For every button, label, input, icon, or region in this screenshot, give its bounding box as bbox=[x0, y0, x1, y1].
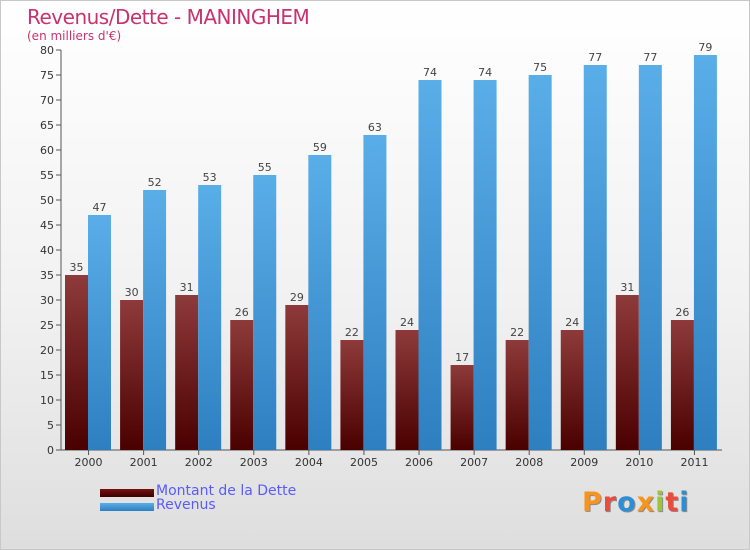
data-label-revenue: 77 bbox=[643, 51, 657, 64]
y-tick-label: 0 bbox=[47, 444, 54, 457]
bar-debt bbox=[65, 275, 88, 450]
x-tick-label: 2004 bbox=[295, 456, 323, 469]
bar-revenue bbox=[693, 55, 717, 450]
x-tick-label: 2010 bbox=[625, 456, 653, 469]
x-tick-label: 2002 bbox=[185, 456, 213, 469]
proxiti-logo: Proxiti bbox=[582, 487, 690, 518]
data-label-revenue: 74 bbox=[423, 66, 437, 79]
y-tick-label: 10 bbox=[40, 394, 54, 407]
x-tick-label: 2000 bbox=[75, 456, 103, 469]
bar-debt bbox=[340, 340, 364, 450]
x-tick-label: 2001 bbox=[130, 456, 158, 469]
data-label-revenue: 53 bbox=[203, 171, 217, 184]
y-tick-label: 35 bbox=[40, 269, 54, 282]
bar-revenue bbox=[363, 135, 387, 450]
y-tick-label: 60 bbox=[40, 144, 54, 157]
data-label-revenue: 77 bbox=[588, 51, 602, 64]
y-tick-label: 70 bbox=[40, 94, 54, 107]
y-tick-label: 55 bbox=[40, 169, 54, 182]
bar-revenue bbox=[143, 190, 167, 450]
x-tick-label: 2005 bbox=[350, 456, 378, 469]
bar-debt bbox=[505, 340, 529, 450]
data-label-revenue: 52 bbox=[148, 176, 162, 189]
bar-revenue bbox=[308, 155, 332, 450]
chart-title: Revenus/Dette - MANINGHEM bbox=[27, 5, 310, 29]
bar-revenue bbox=[583, 65, 607, 450]
data-label-revenue: 74 bbox=[478, 66, 492, 79]
data-label-debt: 31 bbox=[620, 281, 634, 294]
x-tick-label: 2003 bbox=[240, 456, 268, 469]
y-tick-label: 30 bbox=[40, 294, 54, 307]
y-tick-label: 80 bbox=[40, 44, 54, 57]
legend-swatch-revenue bbox=[100, 503, 154, 511]
y-tick-label: 65 bbox=[40, 119, 54, 132]
y-tick-label: 75 bbox=[40, 69, 54, 82]
data-label-debt: 26 bbox=[235, 306, 249, 319]
data-label-revenue: 79 bbox=[698, 41, 712, 54]
bar-debt bbox=[285, 305, 309, 450]
bar-debt bbox=[230, 320, 254, 450]
bar-revenue bbox=[88, 215, 111, 450]
bar-debt bbox=[450, 365, 474, 450]
data-label-debt: 35 bbox=[70, 261, 84, 274]
bar-revenue bbox=[528, 75, 552, 450]
legend-label-revenue: Revenus bbox=[156, 497, 216, 513]
y-tick-label: 15 bbox=[40, 369, 54, 382]
y-tick-label: 50 bbox=[40, 194, 54, 207]
bar-debt bbox=[670, 320, 694, 450]
bar-revenue bbox=[253, 175, 277, 450]
data-label-debt: 26 bbox=[675, 306, 689, 319]
y-tick-label: 20 bbox=[40, 344, 54, 357]
data-label-debt: 22 bbox=[510, 326, 524, 339]
x-tick-label: 2011 bbox=[680, 456, 708, 469]
bar-debt bbox=[615, 295, 639, 450]
y-tick-label: 5 bbox=[47, 419, 54, 432]
legend-label-debt: Montant de la Dette bbox=[156, 483, 297, 499]
data-label-revenue: 47 bbox=[93, 201, 107, 214]
x-tick-label: 2006 bbox=[405, 456, 433, 469]
data-label-revenue: 59 bbox=[313, 141, 327, 154]
bar-debt bbox=[120, 300, 144, 450]
bar-revenue bbox=[198, 185, 222, 450]
data-label-debt: 29 bbox=[290, 291, 304, 304]
data-label-revenue: 75 bbox=[533, 61, 547, 74]
legend-swatch-debt bbox=[100, 489, 154, 497]
data-label-revenue: 63 bbox=[368, 121, 382, 134]
x-tick-label: 2007 bbox=[460, 456, 488, 469]
data-label-debt: 24 bbox=[565, 316, 579, 329]
chart-subtitle: (en milliers d'€) bbox=[27, 29, 122, 43]
data-label-revenue: 55 bbox=[258, 161, 272, 174]
y-tick-label: 25 bbox=[40, 319, 54, 332]
data-label-debt: 24 bbox=[400, 316, 414, 329]
bar-revenue bbox=[638, 65, 662, 450]
data-label-debt: 22 bbox=[345, 326, 359, 339]
bar-debt bbox=[175, 295, 199, 450]
data-label-debt: 17 bbox=[455, 351, 469, 364]
y-tick-label: 40 bbox=[40, 244, 54, 257]
data-label-debt: 31 bbox=[180, 281, 194, 294]
bar-revenue bbox=[473, 80, 497, 450]
x-tick-label: 2008 bbox=[515, 456, 543, 469]
x-tick-label: 2009 bbox=[570, 456, 598, 469]
bar-debt bbox=[395, 330, 419, 450]
bar-debt bbox=[560, 330, 584, 450]
bar-revenue bbox=[418, 80, 442, 450]
data-label-debt: 30 bbox=[125, 286, 139, 299]
y-tick-label: 45 bbox=[40, 219, 54, 232]
